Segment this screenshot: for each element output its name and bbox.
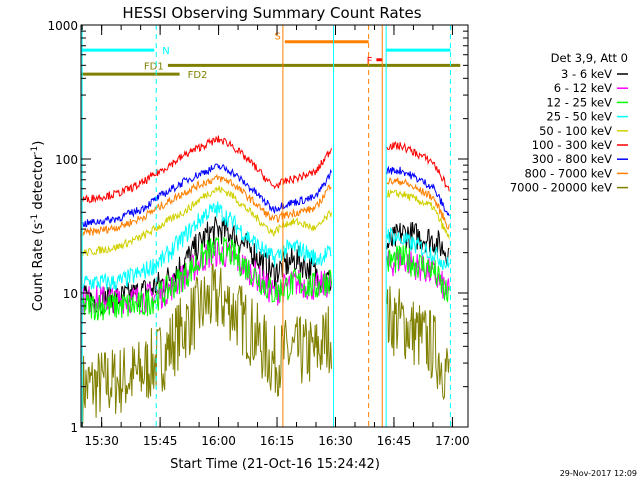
x-tick-label: 15:45 (143, 434, 178, 448)
y-axis-ticks: 1 10 100 1000 (47, 19, 468, 435)
series-line-7 (82, 163, 450, 228)
y-axis-label-mid: detector (31, 154, 46, 214)
legend-label: 3 - 6 keV (561, 67, 612, 81)
x-tick-label: 16:45 (377, 434, 412, 448)
series-line-6 (82, 135, 450, 204)
series-line-5 (82, 185, 450, 256)
vertical-markers (81, 25, 451, 427)
x-axis-ticks: 15:30 15:45 16:00 16:15 16:30 16:45 17:00 (81, 25, 470, 448)
legend-label: 25 - 50 keV (546, 110, 612, 124)
series-line-1 (82, 216, 450, 316)
y-tick-label: 10 (63, 287, 78, 301)
series-layer (82, 135, 450, 424)
x-tick-label: 16:15 (260, 434, 295, 448)
annotation-label: F (367, 56, 373, 67)
annotation-label: N (162, 46, 169, 57)
legend-label: 50 - 100 keV (539, 124, 612, 138)
series-line-3 (82, 236, 450, 321)
annotation-label: FD1 (144, 61, 164, 72)
legend-label: 800 - 7000 keV (524, 166, 612, 180)
y-axis-label-main: Count Rate (s (31, 223, 46, 312)
x-tick-label: 16:00 (201, 434, 236, 448)
y-axis-label: Count Rate (s-1 detector-1) (30, 141, 46, 312)
legend-label: 300 - 800 keV (532, 152, 612, 166)
y-axis-label-end: ) (31, 141, 46, 146)
series-line-8 (82, 173, 450, 237)
footer-timestamp: 29-Nov-2017 12:09 (560, 469, 637, 478)
chart-title: HESSI Observing Summary Count Rates (122, 4, 421, 22)
series-line-9 (82, 263, 450, 424)
legend-label: 12 - 25 keV (546, 95, 612, 109)
y-axis-label-sup2: -1 (30, 146, 40, 155)
legend-label: 100 - 300 keV (532, 138, 612, 152)
y-tick-label: 1000 (47, 19, 78, 33)
plot-frame (80, 24, 469, 428)
series-line-4 (82, 201, 450, 291)
y-tick-label: 1 (70, 421, 78, 435)
annotation-label: FD2 (188, 70, 208, 81)
legend-label: 6 - 12 keV (554, 81, 612, 95)
x-tick-label: 15:30 (84, 434, 119, 448)
legend-label: 7000 - 20000 keV (510, 181, 612, 195)
y-axis-label-sup1: -1 (30, 214, 40, 223)
x-axis-label: Start Time (21-Oct-16 15:24:42) (170, 457, 380, 472)
annotation-label: S (274, 32, 280, 43)
annotation-bars: N S F FD1 FD2 (81, 32, 461, 81)
y-tick-label: 100 (55, 153, 78, 167)
legend-header: Det 3,9, Att 0 (551, 51, 628, 65)
x-tick-label: 17:00 (435, 434, 470, 448)
x-tick-label: 16:30 (318, 434, 353, 448)
